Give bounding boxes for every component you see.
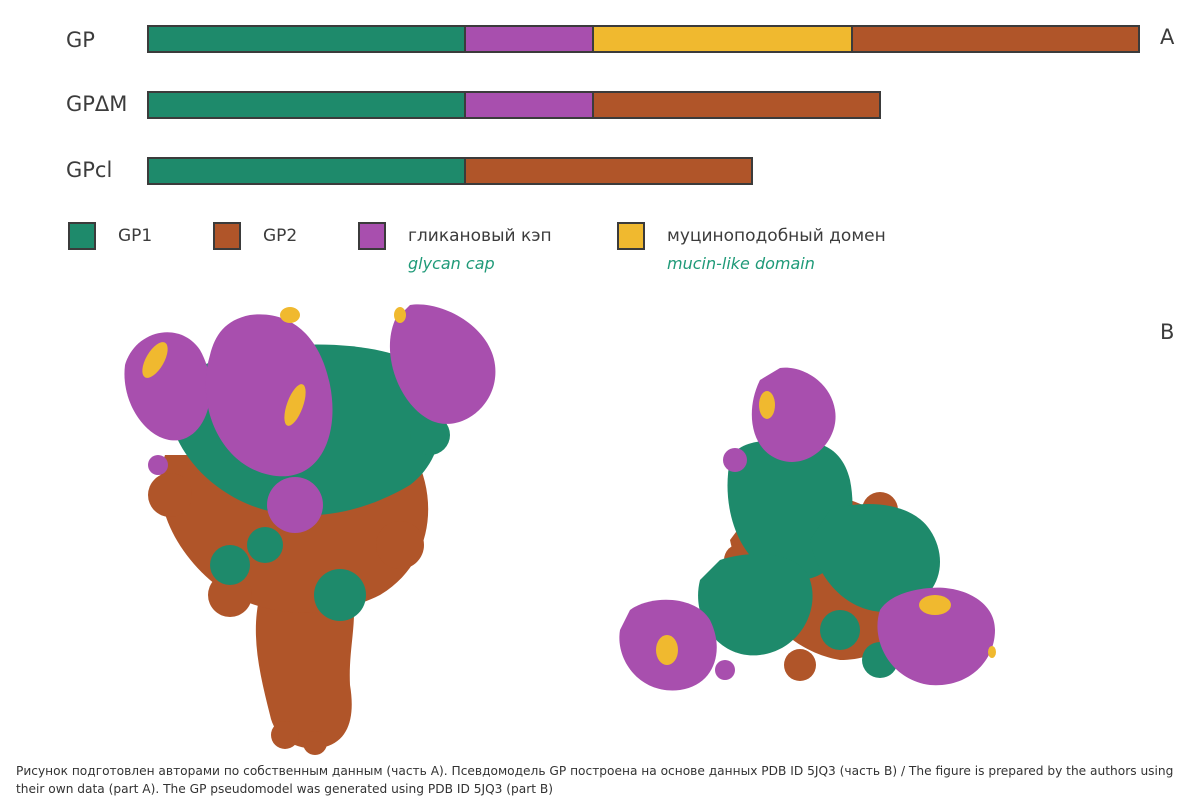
gp-trimer-top-view bbox=[619, 367, 996, 691]
legend-swatch-gp2 bbox=[213, 222, 241, 250]
row-label-gp-delta-m: GPΔM bbox=[66, 92, 128, 116]
segment-GP1 bbox=[149, 93, 466, 117]
legend-label-mucin-like-ru: муциноподобный домен bbox=[667, 226, 886, 246]
segment-GP2 bbox=[594, 93, 879, 117]
legend-swatch-gp1 bbox=[68, 222, 96, 250]
legend-label-gp1: GP1 bbox=[118, 226, 153, 246]
segment-GP1 bbox=[149, 27, 466, 51]
legend-label-mucin-like-en: mucin-like domain bbox=[667, 254, 815, 273]
segment-GP2 bbox=[466, 159, 751, 183]
glycan-cap bbox=[619, 367, 995, 691]
figure-caption: Рисунок подготовлен авторами по собствен… bbox=[16, 764, 1174, 796]
legend-swatch-glycan-cap bbox=[358, 222, 386, 250]
gp2-stalk bbox=[255, 585, 355, 755]
segment-glycan-cap bbox=[466, 93, 594, 117]
row-label-gpcl: GPcl bbox=[66, 158, 113, 182]
domain-bar-gpcl bbox=[147, 157, 753, 185]
segment-GP1 bbox=[149, 159, 466, 183]
mucin-like-domain bbox=[142, 307, 406, 426]
segment-mucin-like bbox=[594, 27, 853, 51]
legend-swatch-mucin-like bbox=[617, 222, 645, 250]
gp-trimer-side-view bbox=[124, 304, 496, 755]
segment-glycan-cap bbox=[466, 27, 594, 51]
panel-letter-a: A bbox=[1160, 25, 1175, 49]
segment-GP2 bbox=[853, 27, 1138, 51]
domain-bar-gp-delta-m bbox=[147, 91, 881, 119]
legend-label-glycan-cap-ru: гликановый кэп bbox=[408, 226, 552, 246]
mucin-like-domain bbox=[656, 391, 996, 665]
legend-label-gp2: GP2 bbox=[263, 226, 298, 246]
panel-letter-b: B bbox=[1160, 320, 1175, 344]
domain-bar-gp bbox=[147, 25, 1140, 53]
legend-label-glycan-cap-en: glycan cap bbox=[408, 254, 495, 273]
row-label-gp: GP bbox=[66, 28, 95, 52]
gp1-top bbox=[698, 440, 940, 678]
